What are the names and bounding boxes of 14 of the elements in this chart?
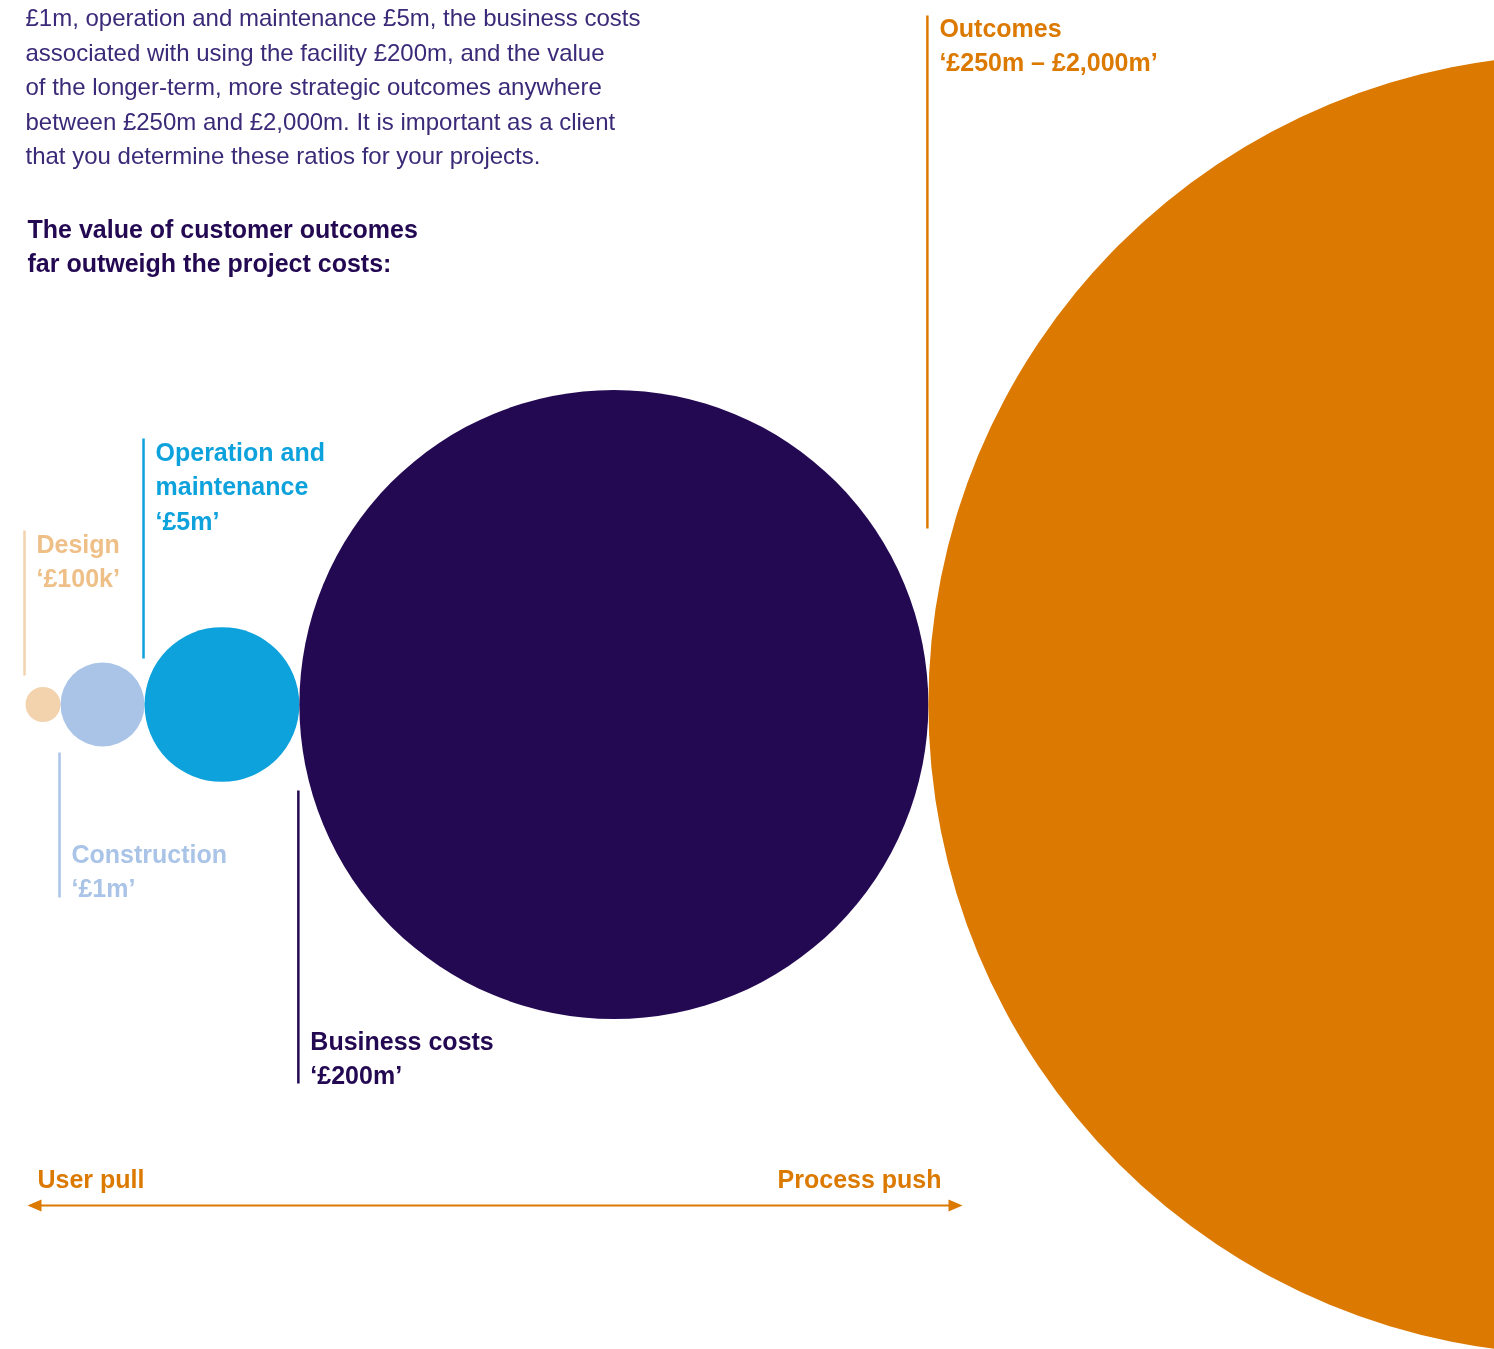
data-label: ‘£1m’ xyxy=(71,874,136,902)
text: User pull xyxy=(37,1164,145,1193)
data-label: ‘£100k’ xyxy=(36,564,120,592)
category-label: Operation and maintenance xyxy=(155,437,325,500)
text: £1m, operation and maintenance £5m, the business costs associated with using the facility £200m, and the value of the longer-term, more strategic outcomes anywhere between £250m and £2,000m. It is important as a client that you determine these ratios for your projects. xyxy=(25,4,641,169)
data-label: ‘£200m’ xyxy=(310,1061,403,1089)
category-label: Outcomes xyxy=(939,13,1062,42)
category-label: Business costs xyxy=(310,1026,494,1055)
category-label: Construction xyxy=(71,839,228,868)
text: The value of customer outcomes far outweigh the project costs: xyxy=(27,214,418,277)
data-label: ‘£250m – £2,000m’ xyxy=(939,48,1158,76)
text: Process push xyxy=(777,1164,942,1193)
data-label: ‘£5m’ xyxy=(155,506,220,535)
category-label: Design xyxy=(36,529,120,558)
